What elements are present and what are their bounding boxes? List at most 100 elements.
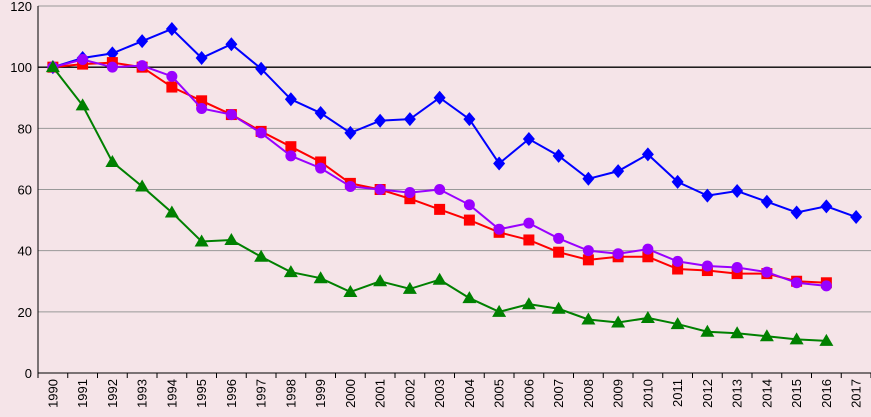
x-tick-label: 2010	[640, 379, 655, 408]
series-4-point	[581, 312, 596, 325]
series-3-point	[820, 280, 832, 292]
x-tick-label: 1991	[75, 379, 90, 408]
series-3-point	[374, 184, 386, 195]
series-1-point	[760, 194, 773, 209]
series-1-point	[850, 210, 863, 225]
y-tick-label: 60	[18, 183, 32, 198]
x-tick-label: 2000	[343, 379, 358, 408]
x-tick-label: 2015	[789, 379, 804, 408]
x-tick-label: 1998	[283, 379, 298, 408]
y-tick-label: 40	[18, 244, 32, 259]
x-tick-label: 2006	[521, 379, 536, 408]
x-tick-label: 2007	[551, 379, 566, 408]
series-2-point	[404, 193, 416, 205]
series-1-point	[195, 50, 208, 65]
x-tick-label: 1993	[135, 379, 150, 408]
series-4-point	[105, 154, 120, 167]
series-1-point	[612, 164, 625, 179]
series-4-point	[611, 315, 626, 328]
x-tick-label: 2001	[373, 379, 388, 408]
x-tick-label: 2005	[492, 379, 507, 408]
series-4-point	[700, 324, 715, 337]
series-3-point	[404, 187, 416, 199]
series-4-point	[254, 249, 269, 262]
x-tick-label: 2013	[730, 379, 745, 408]
series-2-point	[672, 263, 684, 275]
series-4-point	[45, 60, 60, 73]
x-tick-label: 2004	[462, 379, 477, 408]
series-4-point	[402, 281, 417, 294]
series-1-point	[522, 132, 535, 147]
x-tick-label: 1995	[194, 379, 209, 408]
series-3-point	[672, 255, 684, 267]
series-4-point	[551, 301, 566, 314]
series-2-point	[315, 156, 327, 168]
y-tick-label: 120	[10, 0, 32, 14]
x-tick-label: 1994	[164, 379, 179, 408]
series-4-point	[283, 265, 298, 278]
series-1-point	[106, 46, 119, 61]
series-1-point	[344, 125, 357, 140]
x-tick-label: 2011	[670, 379, 685, 407]
x-tick-label: 2012	[700, 379, 715, 408]
series-4-point	[759, 329, 774, 342]
series-2-point	[463, 214, 475, 226]
series-4-point	[670, 317, 685, 330]
series-1-line	[52, 27, 857, 218]
series-4-point	[789, 332, 804, 345]
series-1-point	[820, 199, 833, 214]
x-tick-label: 2002	[402, 379, 417, 408]
axes	[37, 6, 871, 378]
series-2-point	[553, 246, 565, 258]
y-tick-label: 100	[10, 60, 32, 75]
x-tick-label: 2008	[581, 379, 596, 408]
series-3-point	[315, 162, 327, 174]
series-1-point	[136, 34, 149, 49]
x-tick-label: 1999	[313, 379, 328, 408]
series-1-point	[582, 171, 595, 186]
series-4-point	[224, 232, 239, 245]
series-1-point	[374, 113, 387, 128]
series-4-point	[194, 234, 209, 247]
series-4-point	[521, 297, 536, 310]
series-4-point	[343, 284, 358, 297]
series-3-point	[106, 61, 118, 73]
series-3-point	[463, 199, 475, 211]
series-2-point	[285, 141, 297, 153]
x-tick-label: 2009	[611, 379, 626, 408]
series-3-point	[791, 277, 803, 289]
series-1-point	[284, 92, 297, 107]
series-2-point	[731, 268, 743, 280]
series-4-point	[164, 205, 179, 218]
series-3-point	[761, 266, 773, 278]
y-axis-tick-labels: 0 20 40 60 80 100 120	[10, 0, 32, 381]
series-3-point	[166, 70, 178, 82]
series-3-point	[493, 223, 505, 235]
series-4-point	[432, 272, 447, 285]
x-tick-label: 2017	[849, 379, 864, 408]
series-1-point	[493, 156, 506, 171]
series-4-point	[135, 179, 150, 192]
series-2-point	[642, 251, 654, 263]
series-3-point	[731, 261, 743, 273]
series-3-point	[196, 102, 208, 114]
series-2-point	[166, 81, 178, 93]
series-3-point	[642, 243, 654, 255]
y-tick-label: 20	[18, 305, 32, 320]
series-4-point	[373, 274, 388, 287]
series-3-point	[701, 260, 713, 272]
series-2-point	[196, 95, 208, 107]
series-4-point	[730, 326, 745, 339]
series-1-point	[552, 148, 565, 163]
series-4-point	[492, 304, 507, 317]
series-3-point	[553, 232, 565, 244]
series-3-point	[136, 60, 148, 72]
x-tick-label: 1996	[224, 379, 239, 408]
series-1-point	[463, 112, 476, 127]
series-1-point	[433, 90, 446, 105]
series-1-point	[641, 147, 654, 162]
series-1-point	[314, 106, 327, 121]
series-3-point	[225, 109, 237, 121]
series-3-point	[344, 180, 356, 192]
